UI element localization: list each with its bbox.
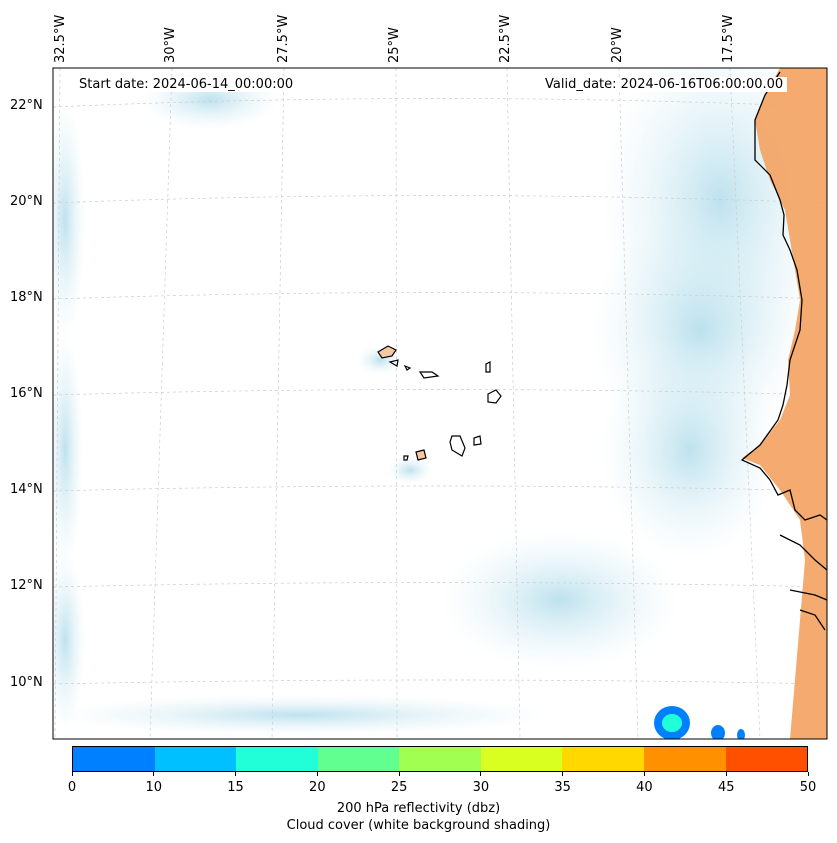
- colorbar-segment: [643, 747, 726, 771]
- start-date-text: Start date: 2024-06-14_00:00:00: [75, 77, 298, 92]
- colorbar-segment: [562, 747, 644, 771]
- colorbar-segment: [317, 747, 400, 771]
- cape-verde-islands: [377, 345, 502, 461]
- africa-land: [742, 68, 827, 739]
- colorbar-tick-label: 40: [636, 780, 653, 795]
- lon-label-27-5w: 27.5°W: [276, 14, 291, 63]
- lon-label-22-5w: 22.5°W: [498, 14, 513, 63]
- colorbar-tick-label: 50: [799, 780, 817, 795]
- colorbar-tick: [643, 772, 645, 776]
- colorbar-tick: [235, 772, 237, 776]
- lat-label-18n: 18°N: [10, 290, 43, 305]
- cloud-cover-shading: [53, 68, 827, 735]
- lat-label-20n: 20°N: [10, 194, 43, 209]
- lon-label-20w: 20°W: [610, 27, 625, 63]
- coastline: [740, 71, 827, 631]
- map-frame: [52, 67, 828, 740]
- colorbar-tick: [71, 772, 73, 776]
- colorbar-segment: [725, 747, 808, 771]
- lon-label-32-5w: 32.5°W: [53, 14, 68, 63]
- colorbar-tick-label: 25: [390, 780, 408, 795]
- colorbar-segment: [154, 747, 237, 771]
- colorbar-tick: [807, 772, 809, 776]
- lon-label-30w: 30°W: [163, 27, 178, 63]
- colorbar-subtitle: Cloud cover (white background shading): [286, 818, 551, 833]
- lon-label-25w: 25°W: [387, 27, 402, 63]
- colorbar-tick: [725, 772, 727, 776]
- colorbar-tick-label: 45: [717, 780, 735, 795]
- colorbar: [72, 746, 808, 772]
- lat-label-12n: 12°N: [10, 578, 43, 593]
- colorbar-segment: [73, 747, 155, 771]
- lat-label-14n: 14°N: [10, 482, 43, 497]
- colorbar-tick: [316, 772, 318, 776]
- colorbar-tick: [562, 772, 564, 776]
- colorbar-segment: [236, 747, 318, 771]
- colorbar-tick-label: 35: [554, 780, 571, 795]
- colorbar-segment: [399, 747, 481, 771]
- colorbar-tick-label: 15: [227, 780, 244, 795]
- lat-label-16n: 16°N: [10, 386, 43, 401]
- colorbar-title: 200 hPa reflectivity (dbz): [336, 801, 501, 816]
- colorbar-tick-label: 0: [67, 780, 77, 795]
- colorbar-tick-label: 10: [145, 780, 163, 795]
- lon-label-17-5w: 17.5°W: [721, 14, 736, 63]
- graticule: [53, 68, 827, 739]
- lat-label-10n: 10°N: [10, 675, 43, 690]
- valid-date-text: Valid_date: 2024-06-16T06:00:00.00: [541, 77, 788, 92]
- colorbar-tick-label: 20: [309, 780, 326, 795]
- colorbar-tick: [398, 772, 400, 776]
- colorbar-tick: [153, 772, 155, 776]
- colorbar-tick: [480, 772, 482, 776]
- colorbar-segment: [480, 747, 563, 771]
- colorbar-tick-label: 30: [472, 780, 490, 795]
- reflectivity-cells: [654, 706, 745, 739]
- lat-label-22n: 22°N: [10, 98, 43, 113]
